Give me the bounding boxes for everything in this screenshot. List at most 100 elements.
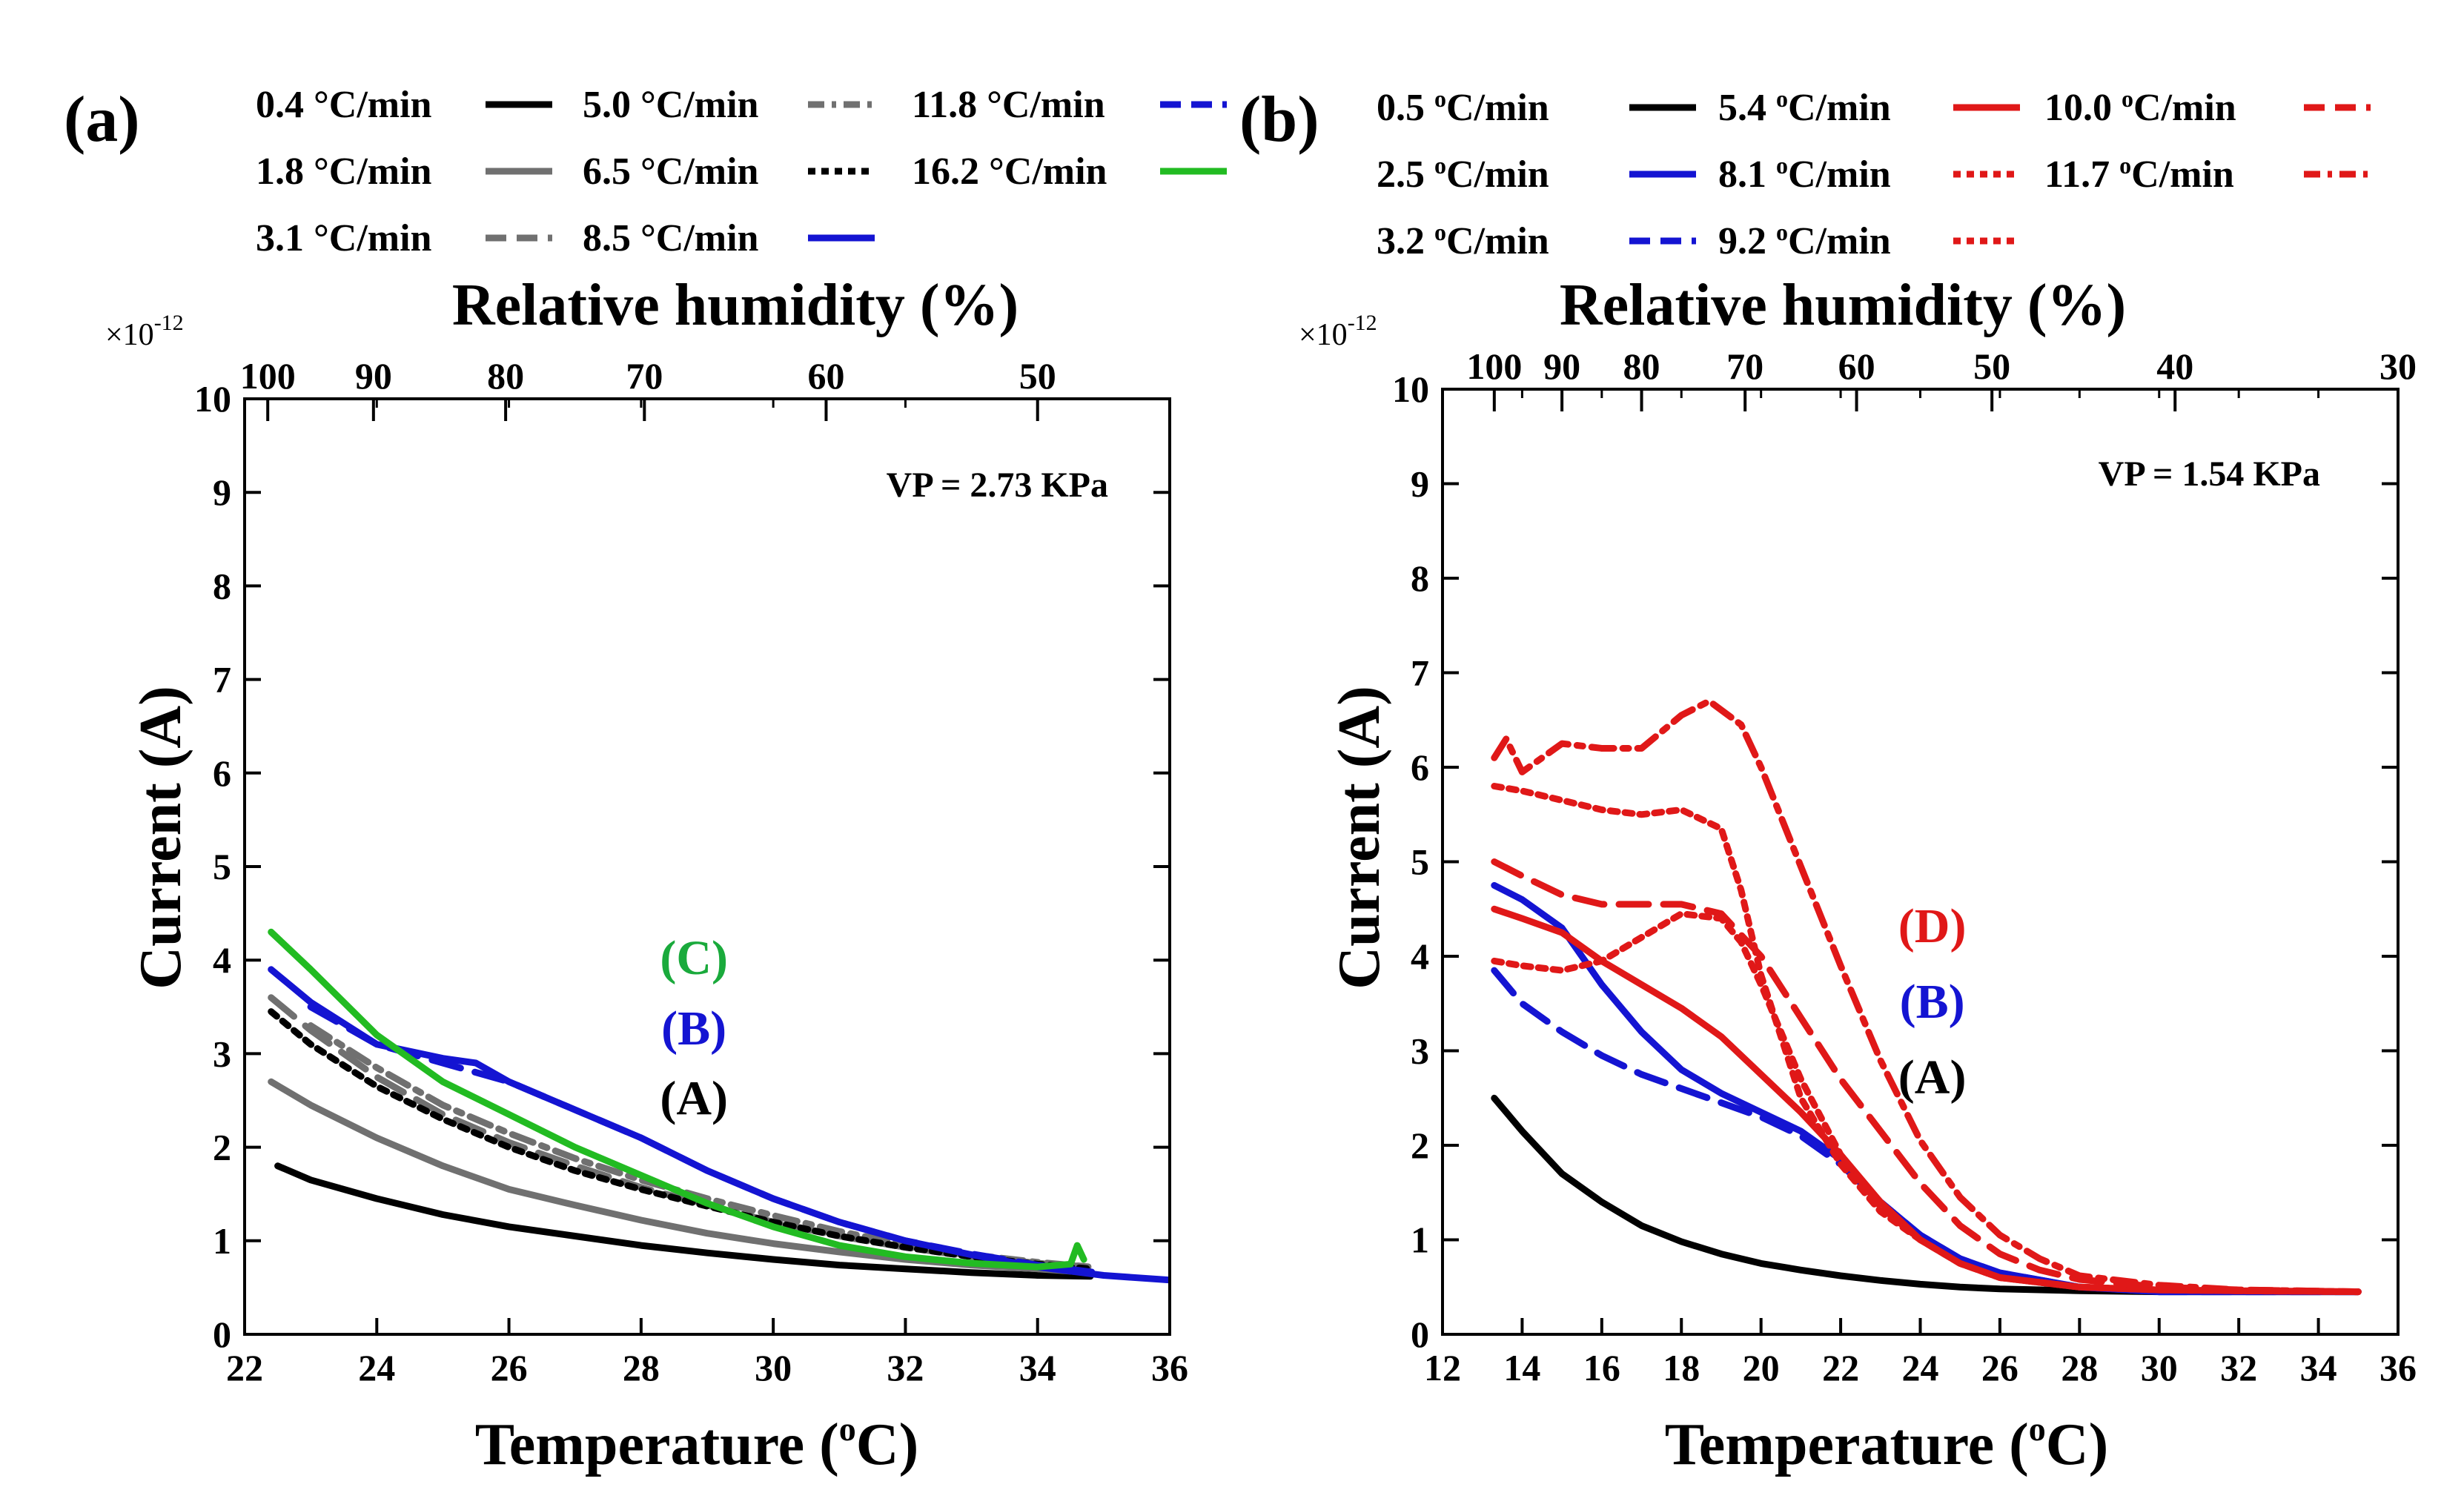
top-tick-label: 40 [2156, 345, 2193, 387]
panel-a: (a) 0.4 °C/min 1.8 °C/min 3.1 °C/min 5.0… [64, 84, 1227, 1477]
legend-swatches [1629, 104, 2371, 245]
top-tick-label: 90 [1543, 345, 1580, 387]
panel-b-y-axis-title: Current (A) [1327, 686, 1392, 990]
series-annotation: (D) [1898, 899, 1967, 953]
x-tick-label: 18 [1663, 1347, 1700, 1388]
y-tick-label: 5 [1411, 841, 1429, 883]
x-tick-label: 30 [755, 1347, 792, 1388]
legend-item-label: 0.4 °C/min [256, 84, 432, 126]
legend-item-label: 9.2 oC/min [1718, 219, 1891, 262]
legend-item-label: 0.5 oC/min [1377, 85, 1549, 129]
x-tick-label: 36 [1151, 1347, 1188, 1388]
legend-item-label: 11.7 oC/min [2044, 152, 2234, 196]
legend-item-label: 8.5 °C/min [583, 217, 759, 259]
panel-b-label: (b) [1239, 84, 1319, 156]
x-tick-label: 26 [491, 1347, 528, 1388]
y-tick-label: 4 [213, 939, 231, 981]
x-tick-label: 28 [623, 1347, 660, 1388]
y-tick-label: 9 [213, 471, 231, 513]
x-tick-label: 24 [358, 1347, 395, 1388]
top-tick-label: 70 [626, 355, 663, 397]
legend-item-label: 3.2 oC/min [1377, 219, 1549, 262]
legend-swatches [486, 101, 1227, 242]
y-tick-label: 5 [213, 846, 231, 887]
y-tick-label: 7 [1411, 652, 1429, 694]
panel-b: (b) 0.5 oC/min 2.5 oC/min 3.2 oC/min 5.4… [1239, 84, 2417, 1477]
x-tick-label: 22 [1822, 1347, 1859, 1388]
top-tick-label: 70 [1726, 345, 1763, 387]
y-tick-label: 2 [1411, 1125, 1429, 1166]
x-tick-label: 22 [226, 1347, 263, 1388]
legend-item-label: 5.4 oC/min [1718, 85, 1891, 129]
x-tick-label: 28 [2061, 1347, 2098, 1388]
y-tick-label: 9 [1411, 463, 1429, 505]
y-tick-label: 1 [213, 1220, 231, 1262]
legend-item-label: 8.1 oC/min [1718, 152, 1891, 196]
x-tick-label: 36 [2379, 1347, 2417, 1388]
panel-a-top-axis-title: Relative humidity (%) [452, 273, 1019, 338]
series-line-10.0-C-min [1491, 858, 2362, 1296]
x-tick-label: 34 [1019, 1347, 1056, 1388]
x-tick-label: 32 [887, 1347, 924, 1388]
y-tick-label: 6 [213, 752, 231, 794]
legend-item-label: 5.0 °C/min [583, 84, 759, 126]
x-tick-label: 24 [1902, 1347, 1939, 1388]
series-annotation: (A) [1898, 1050, 1967, 1105]
panel-a-y-multiplier: ×10-12 [105, 311, 184, 352]
legend-item-label: 11.8 °C/min [912, 84, 1105, 126]
x-tick-label: 12 [1424, 1347, 1461, 1388]
panel-a-x-axis-title: Temperature (oC) [475, 1410, 918, 1477]
panel-b-x-axis-title: Temperature (oC) [1665, 1410, 2108, 1477]
panel-a-vp-annotation: VP = 2.73 KPa [887, 466, 1108, 505]
x-tick-label: 30 [2141, 1347, 2178, 1388]
top-tick-label: 90 [355, 355, 392, 397]
legend-item-label: 6.5 °C/min [583, 150, 759, 193]
top-tick-label: 80 [1623, 345, 1660, 387]
y-tick-label: 3 [213, 1033, 231, 1074]
panel-a-y-axis-title: Current (A) [128, 686, 193, 990]
top-tick-label: 100 [240, 355, 296, 397]
panel-b-y-multiplier: ×10-12 [1299, 311, 1377, 352]
panel-b-legend: 0.5 oC/min 2.5 oC/min 3.2 oC/min 5.4 oC/… [1377, 85, 2371, 262]
y-tick-label: 7 [213, 659, 231, 701]
legend-item-label: 2.5 oC/min [1377, 152, 1549, 196]
series-annotation: (A) [660, 1071, 728, 1125]
series-line-9.2-C-min [1491, 910, 2362, 1296]
y-tick-label: 8 [1411, 557, 1429, 599]
x-tick-label: 34 [2300, 1347, 2337, 1388]
legend-item-label: 3.1 °C/min [256, 217, 432, 259]
panel-a-label: (a) [64, 84, 140, 156]
series-line-0.4-C-min [274, 1162, 1094, 1280]
y-tick-label: 0 [213, 1314, 231, 1355]
series-line-16.2-C-min [268, 928, 1087, 1271]
x-tick-label: 26 [1981, 1347, 2018, 1388]
legend-item-label: 10.0 oC/min [2044, 85, 2236, 129]
y-tick-label: 2 [213, 1127, 231, 1168]
panel-a-series-group [268, 928, 1170, 1284]
top-tick-label: 100 [1466, 345, 1522, 387]
y-tick-label: 10 [1392, 368, 1429, 410]
top-tick-label: 60 [1838, 345, 1875, 387]
series-line-11.7-C-min [1491, 698, 2362, 1296]
top-tick-label: 80 [487, 355, 524, 397]
series-annotation: (B) [1900, 975, 1965, 1029]
x-tick-label: 14 [1503, 1347, 1540, 1388]
y-tick-label: 1 [1411, 1219, 1429, 1261]
x-tick-label: 16 [1583, 1347, 1620, 1388]
y-tick-label: 0 [1411, 1314, 1429, 1355]
series-annotation: (C) [660, 931, 728, 985]
top-tick-label: 50 [1973, 345, 2010, 387]
panel-b-top-axis-title: Relative humidity (%) [1560, 273, 2126, 338]
x-tick-label: 32 [2220, 1347, 2257, 1388]
panel-b-plot: 12 14 16 18 20 22 24 26 28 30 32 34 3601234567891010… [1392, 345, 2417, 1388]
y-tick-label: 6 [1411, 746, 1429, 788]
panel-a-legend: 0.4 °C/min 1.8 °C/min 3.1 °C/min 5.0 °C/… [256, 84, 1227, 259]
y-tick-label: 3 [1411, 1030, 1429, 1072]
legend-item-label: 16.2 °C/min [912, 150, 1107, 193]
series-line-0.5-C-min [1491, 1094, 2362, 1296]
panel-a-frame [243, 397, 1171, 1336]
y-tick-label: 4 [1411, 936, 1429, 977]
top-tick-label: 60 [807, 355, 844, 397]
x-tick-label: 20 [1743, 1347, 1780, 1388]
